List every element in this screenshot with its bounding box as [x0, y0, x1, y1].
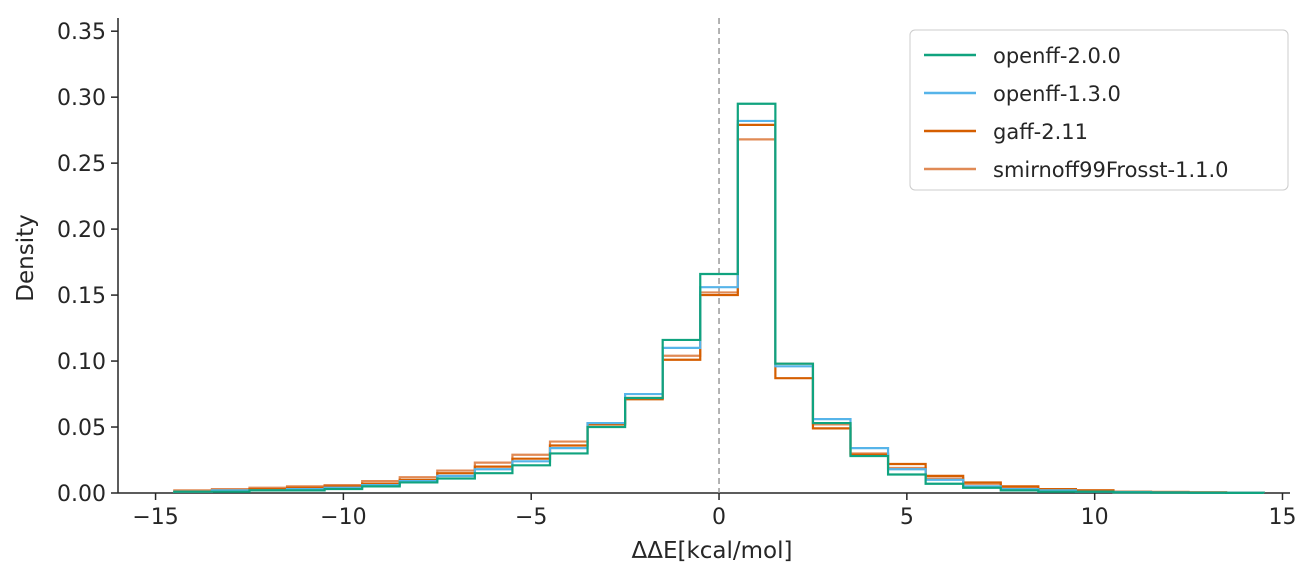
- legend-label: smirnoff99Frosst-1.1.0: [993, 158, 1229, 182]
- x-tick-label: −10: [320, 505, 366, 530]
- y-tick-label: 0.10: [57, 350, 106, 375]
- y-axis-title: Density: [13, 214, 39, 301]
- x-tick-label: 5: [900, 505, 914, 530]
- axes-layer: −15 −10 −5 0 5 10 15 0.00 0.05 0.10 0.15 0.20 0.25 0.…: [57, 18, 1296, 530]
- y-tick-label: 0.05: [57, 416, 106, 441]
- series-openff-2-0-0: [173, 102, 1265, 494]
- legend-label: openff-2.0.0: [993, 44, 1121, 68]
- legend: openff-2.0.0 openff-1.3.0 gaff-2.11 smirnof…: [909, 29, 1289, 191]
- legend-box: [909, 29, 1289, 191]
- x-tick-label: 10: [1081, 505, 1109, 530]
- x-tick-label: 15: [1268, 505, 1296, 530]
- x-axis-title: ΔΔE[kcal/mol]: [631, 538, 792, 564]
- y-tick-label: 0.25: [57, 152, 106, 177]
- legend-label: gaff-2.11: [993, 120, 1088, 144]
- series-gaff-2-11: [173, 123, 1265, 494]
- y-tick-label: 0.00: [57, 482, 106, 507]
- x-tick-label: −15: [132, 505, 178, 530]
- x-tick-label: −5: [515, 505, 547, 530]
- y-tick-label: 0.35: [57, 20, 106, 45]
- y-tick-label: 0.30: [57, 86, 106, 111]
- x-tick-label: 0: [712, 505, 726, 530]
- legend-label: openff-1.3.0: [993, 82, 1121, 106]
- y-tick-label: 0.20: [57, 218, 106, 243]
- y-tick-label: 0.15: [57, 284, 106, 309]
- series-layer: [173, 102, 1265, 494]
